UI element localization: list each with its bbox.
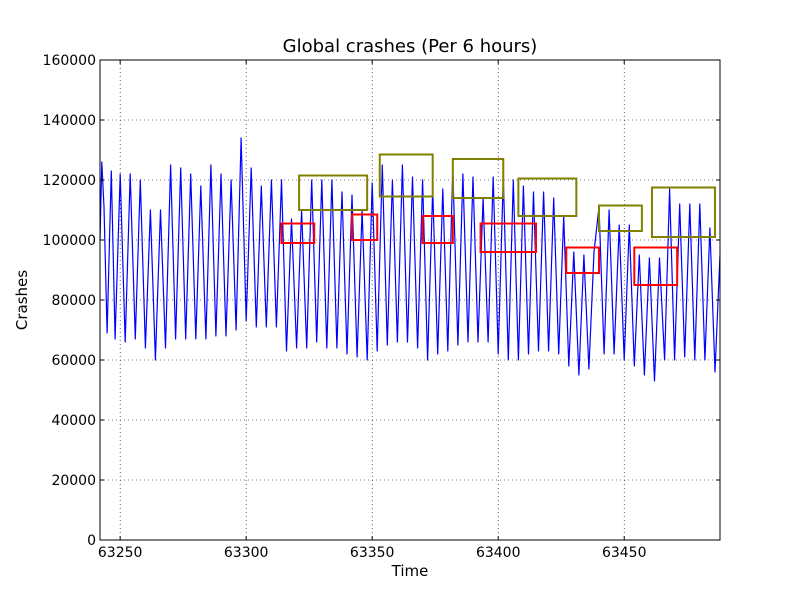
olive-annotation-box	[598, 204, 643, 232]
y-tick-label: 40000	[51, 413, 96, 429]
ticks: 63250 63300 63350 63400 63450 0 20000 40000 6000…	[43, 53, 720, 561]
red-annotation-box	[280, 222, 316, 244]
y-axis-label: Crashes	[13, 270, 31, 330]
y-tick-label: 80000	[51, 293, 96, 309]
y-tick-label: 20000	[51, 473, 96, 489]
y-tick-label: 60000	[51, 353, 96, 369]
olive-annotation-box	[517, 177, 578, 217]
olive-annotation-box	[650, 186, 716, 238]
x-axis-label: Time	[391, 562, 429, 580]
red-annotation-box	[479, 222, 538, 253]
series-line	[99, 137, 721, 382]
y-tick-label: 140000	[43, 113, 96, 129]
red-annotation-box	[421, 215, 454, 244]
red-annotation-box	[565, 246, 601, 274]
x-tick-label: 63450	[602, 545, 647, 561]
annotation-boxes	[280, 153, 716, 286]
x-tick-label: 63400	[476, 545, 521, 561]
y-tick-label: 0	[87, 533, 96, 549]
x-tick-label: 63350	[350, 545, 395, 561]
x-tick-label: 63250	[98, 545, 143, 561]
y-tick-label: 100000	[43, 233, 96, 249]
y-tick-label: 120000	[43, 173, 96, 189]
red-annotation-box	[633, 246, 679, 286]
y-tick-label: 160000	[43, 53, 96, 69]
plot-area	[99, 137, 721, 382]
olive-annotation-box	[378, 153, 434, 198]
olive-annotation-box	[298, 174, 369, 211]
red-annotation-box	[351, 213, 379, 241]
x-tick-label: 63300	[224, 545, 269, 561]
olive-annotation-box	[451, 158, 505, 199]
chart-title: Global crashes (Per 6 hours)	[283, 36, 538, 57]
